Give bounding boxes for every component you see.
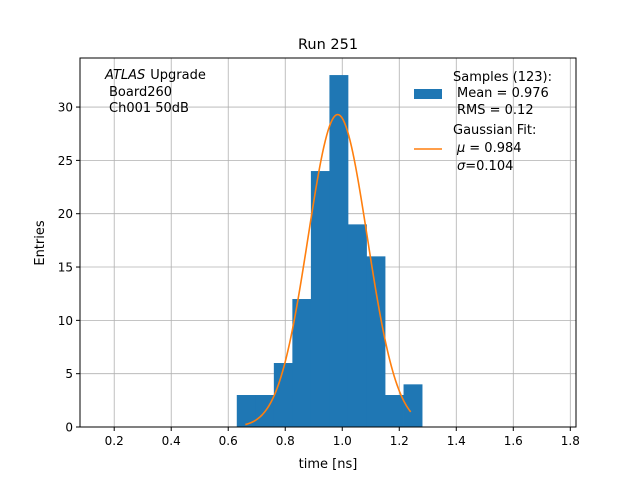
legend-fit-line-3: σ=0.104 bbox=[457, 159, 513, 174]
histogram-bar-6 bbox=[347, 224, 367, 427]
chart-title: Run 251 bbox=[298, 37, 358, 53]
y-tick-label-1: 5 bbox=[65, 367, 73, 381]
x-tick-label-6: 1.4 bbox=[447, 434, 466, 448]
legend-samples-line-1: Samples (123): bbox=[453, 70, 552, 85]
y-tick-label-5: 25 bbox=[58, 154, 73, 168]
histogram-bar-8 bbox=[385, 395, 404, 427]
annotation-line-3: Ch001 50dB bbox=[109, 101, 189, 116]
x-axis-ticks: 0.2 0.4 0.6 0.8 1.0 1.2 1.4 1.6 1.8 bbox=[105, 427, 580, 448]
y-axis-ticks: 0 5 10 15 20 25 30 bbox=[58, 101, 80, 435]
x-tick-label-4: 1.0 bbox=[333, 434, 352, 448]
legend-fit-line-1: Gaussian Fit: bbox=[453, 123, 536, 138]
legend-mu-value: = 0.984 bbox=[469, 141, 521, 156]
annotation-line-2: Board260 bbox=[109, 85, 172, 100]
gaussian-fit-layer bbox=[245, 113, 412, 426]
legend: Samples (123): Mean = 0.976 RMS = 0.12 G… bbox=[414, 70, 552, 174]
legend-fit-line-2: μ = 0.984 bbox=[456, 141, 522, 156]
histogram-bar-2 bbox=[273, 363, 293, 427]
legend-sigma-symbol: σ bbox=[457, 159, 466, 174]
histogram-bar-0 bbox=[236, 395, 256, 427]
x-tick-label-8: 1.8 bbox=[561, 434, 580, 448]
histogram-bar-4 bbox=[310, 171, 330, 427]
legend-samples-swatch bbox=[414, 89, 442, 99]
y-axis-label: Entries bbox=[33, 220, 48, 266]
y-tick-label-4: 20 bbox=[58, 207, 73, 221]
axes-frame bbox=[79, 57, 577, 428]
experiment-annotation: ATLAS Upgrade Board260 Ch001 50dB bbox=[104, 68, 206, 116]
legend-mu-symbol: μ bbox=[456, 141, 465, 156]
x-tick-label-3: 0.8 bbox=[276, 434, 295, 448]
x-tick-label-2: 0.6 bbox=[219, 434, 238, 448]
x-tick-label-7: 1.6 bbox=[504, 434, 523, 448]
y-tick-label-6: 30 bbox=[58, 101, 73, 115]
histogram-bar-3 bbox=[292, 299, 312, 427]
legend-sigma-value: =0.104 bbox=[465, 159, 513, 174]
histogram-bar-7 bbox=[366, 256, 386, 427]
histogram-bar-9 bbox=[403, 384, 423, 427]
histogram-bars bbox=[236, 75, 423, 427]
y-tick-label-3: 15 bbox=[58, 261, 73, 275]
y-tick-label-2: 10 bbox=[58, 314, 73, 328]
annotation-line-1: ATLAS Upgrade bbox=[104, 68, 206, 83]
legend-samples-line-2: Mean = 0.976 bbox=[457, 86, 549, 101]
x-tick-label-5: 1.2 bbox=[390, 434, 409, 448]
gaussian-fit-curve bbox=[245, 113, 412, 426]
x-axis-label: time [ns] bbox=[299, 457, 358, 472]
y-tick-label-0: 0 bbox=[65, 421, 73, 435]
x-tick-label-0: 0.2 bbox=[105, 434, 124, 448]
annotation-upgrade: Upgrade bbox=[150, 68, 206, 83]
histogram-bar-5 bbox=[329, 75, 349, 427]
x-tick-label-1: 0.4 bbox=[162, 434, 181, 448]
annotation-atlas: ATLAS bbox=[104, 68, 145, 83]
legend-samples-line-3: RMS = 0.12 bbox=[457, 103, 534, 118]
